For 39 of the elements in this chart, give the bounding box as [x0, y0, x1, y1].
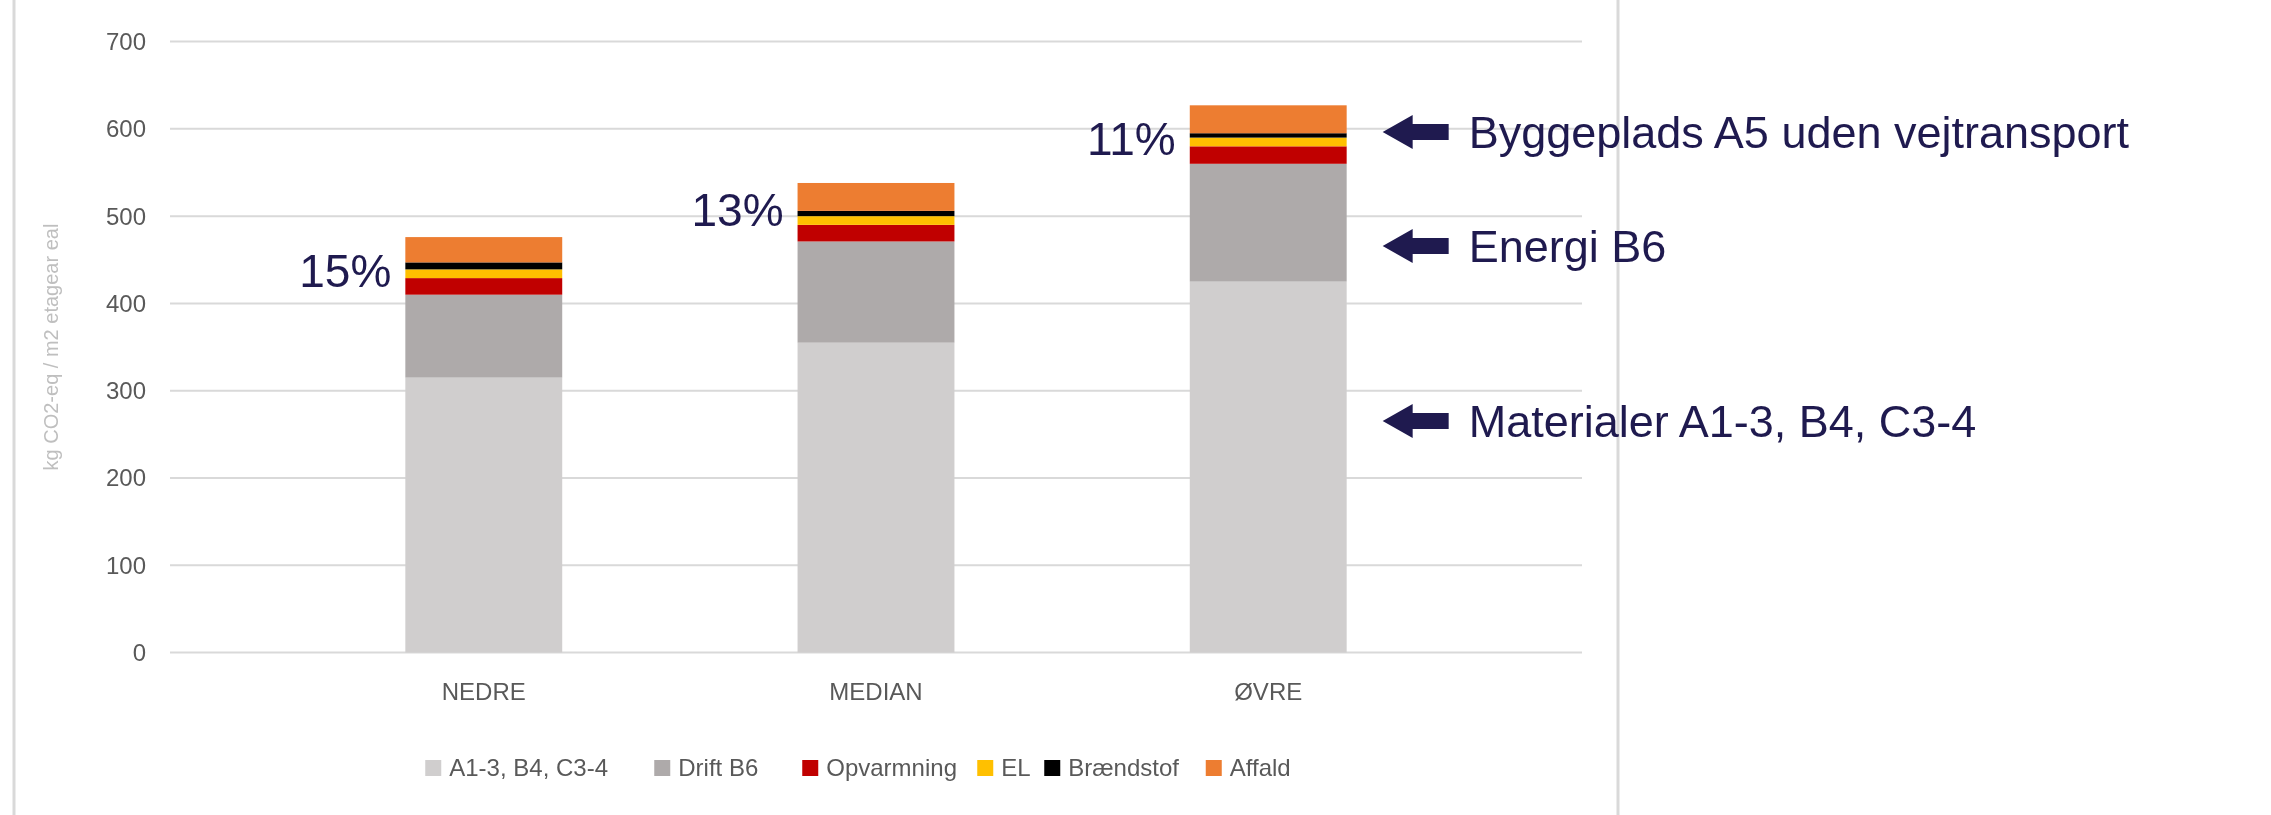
bar: [405, 269, 563, 279]
x-tick-label: ØVRE: [1234, 678, 1303, 705]
bar: [1189, 105, 1347, 134]
y-axis-title: kg CO2-eq / m2 etagear eal: [40, 223, 62, 471]
y-tick-label: 200: [105, 464, 146, 492]
bar: [797, 182, 955, 211]
bar: [797, 224, 955, 242]
legend-label: A1-3, B4, C3-4: [449, 754, 608, 782]
legend-label: Drift B6: [678, 754, 759, 782]
legend-label: Brændstof: [1068, 754, 1180, 782]
bar: [1189, 146, 1347, 164]
annotation: 13%: [691, 184, 784, 237]
y-tick-label: 500: [105, 202, 146, 230]
y-tick-label: 0: [132, 638, 146, 666]
bar: [797, 241, 955, 343]
y-tick-label: 400: [105, 289, 146, 317]
bar: [797, 210, 955, 217]
y-tick-label: 100: [105, 551, 146, 579]
annotation: Byggeplads A5 uden vejtransport: [1468, 106, 2130, 158]
bar: [405, 294, 563, 378]
bar: [1189, 137, 1347, 147]
y-tick-label: 300: [105, 377, 146, 405]
annotation: 11%: [1087, 113, 1176, 166]
annotation: Materialer A1-3, B4, C3-4: [1468, 395, 1977, 447]
bar: [1189, 133, 1347, 138]
bar: [797, 216, 955, 225]
y-tick-label: 600: [105, 115, 146, 143]
annotation: Energi B6: [1468, 220, 1667, 272]
y-tick-label: 700: [105, 28, 146, 55]
bar: [405, 237, 563, 263]
bar: [405, 278, 563, 295]
x-tick-label: MEDIAN: [829, 678, 923, 705]
bar: [1189, 163, 1347, 282]
legend-label: EL: [1001, 754, 1031, 782]
bar: [405, 262, 563, 270]
annotation: 15%: [299, 245, 392, 298]
x-tick-label: NEDRE: [441, 678, 526, 705]
legend-label: Opvarmning: [826, 754, 957, 782]
legend-label: Affald: [1229, 754, 1291, 782]
